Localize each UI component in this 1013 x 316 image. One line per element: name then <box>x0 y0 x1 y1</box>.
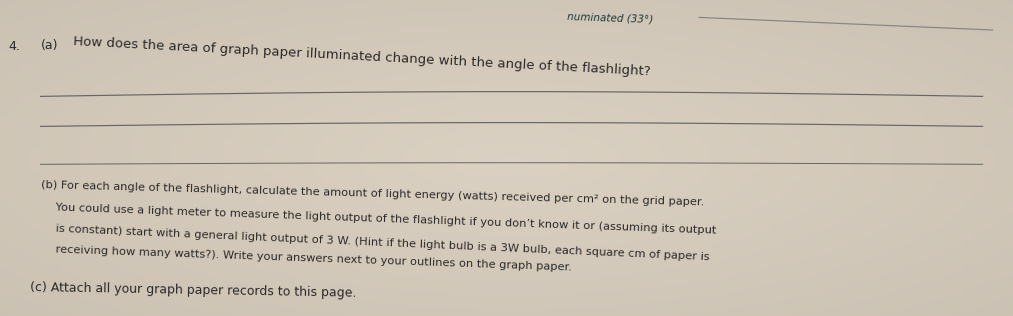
Text: is constant) start with a general light output of 3 W. (Hint if the light bulb i: is constant) start with a general light … <box>41 223 709 262</box>
Text: (c) Attach all your graph paper records to this page.: (c) Attach all your graph paper records … <box>30 281 357 299</box>
Text: How does the area of graph paper illuminated change with the angle of the flashl: How does the area of graph paper illumin… <box>73 35 650 78</box>
Text: receiving how many watts?). Write your answers next to your outlines on the grap: receiving how many watts?). Write your a… <box>41 244 571 272</box>
Text: You could use a light meter to measure the light output of the flashlight if you: You could use a light meter to measure t… <box>41 202 716 235</box>
Text: 4.: 4. <box>8 40 20 52</box>
Text: (a): (a) <box>41 40 58 52</box>
Text: numinated (33°): numinated (33°) <box>567 11 653 24</box>
Text: (b) For each angle of the flashlight, calculate the amount of light energy (watt: (b) For each angle of the flashlight, ca… <box>41 180 704 208</box>
